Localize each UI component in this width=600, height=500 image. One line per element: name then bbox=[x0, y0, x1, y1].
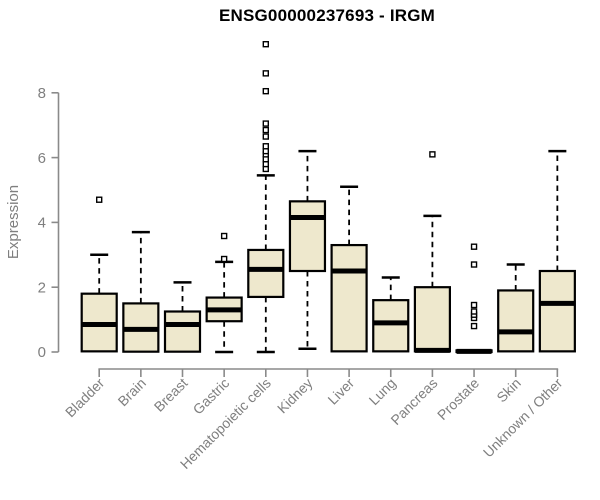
outlier-point bbox=[470, 308, 478, 315]
outlier-point bbox=[95, 196, 103, 203]
x-axis-tick-label-kidney: Kidney bbox=[274, 375, 316, 417]
box-group-kidney bbox=[288, 149, 327, 351]
box-group-prostate bbox=[455, 243, 493, 354]
x-axis-tick-label-unknown-other: Unknown / Other bbox=[480, 375, 566, 461]
outlier-point bbox=[262, 126, 269, 134]
y-axis-tick-label: 6 bbox=[38, 150, 46, 167]
outlier-point bbox=[262, 120, 269, 127]
x-axis-tick-label-liver: Liver bbox=[324, 375, 357, 408]
box-group-breast bbox=[163, 281, 202, 353]
box-group-unknown-other bbox=[538, 149, 576, 353]
outlier-point bbox=[470, 322, 478, 330]
box-group-brain bbox=[122, 230, 160, 353]
outlier-point bbox=[262, 87, 269, 95]
box-iqr bbox=[163, 310, 202, 353]
chart-title: ENSG00000237693 - IRGM bbox=[218, 6, 436, 25]
box-iqr bbox=[372, 299, 410, 353]
box-iqr bbox=[288, 200, 327, 273]
box-group-liver bbox=[330, 185, 368, 353]
box-group-gastric bbox=[205, 232, 243, 354]
box-iqr bbox=[538, 269, 576, 353]
box-iqr bbox=[330, 243, 368, 353]
x-axis-tick-label-breast: Breast bbox=[151, 375, 191, 415]
x-axis-tick-label-skin: Skin bbox=[493, 375, 524, 406]
x-axis-tick-label-prostate: Prostate bbox=[434, 375, 482, 423]
x-axis-tick-label-brain: Brain bbox=[115, 375, 149, 409]
outlier-point bbox=[262, 70, 269, 77]
y-axis: 0 2 4 6 8 bbox=[38, 85, 60, 361]
y-axis-tick-label: 2 bbox=[38, 279, 46, 296]
y-axis-tick-label: 8 bbox=[38, 85, 46, 102]
box-group-pancreas bbox=[413, 151, 451, 353]
box-group-lung bbox=[372, 276, 410, 353]
outlier-point bbox=[262, 143, 269, 150]
outlier-point bbox=[429, 151, 436, 158]
outlier-point bbox=[470, 243, 478, 250]
y-axis-tick-label: 4 bbox=[38, 215, 46, 232]
box-group-skin bbox=[497, 263, 535, 353]
outlier-point bbox=[262, 133, 269, 140]
outlier-point bbox=[262, 41, 269, 48]
box-group-hematopoietic-cells bbox=[247, 41, 285, 354]
box-iqr bbox=[497, 289, 535, 353]
box-iqr bbox=[413, 286, 451, 353]
outlier-point bbox=[220, 255, 228, 263]
outlier-point bbox=[470, 261, 478, 268]
x-axis-tick-label-bladder: Bladder bbox=[62, 375, 108, 421]
outlier-point bbox=[470, 301, 478, 309]
x-axis-tick-label-lung: Lung bbox=[366, 375, 399, 408]
y-axis-tick-label: 0 bbox=[38, 344, 46, 361]
outlier-point bbox=[220, 232, 228, 240]
box-group-bladder bbox=[80, 196, 118, 353]
box-iqr bbox=[247, 248, 285, 299]
